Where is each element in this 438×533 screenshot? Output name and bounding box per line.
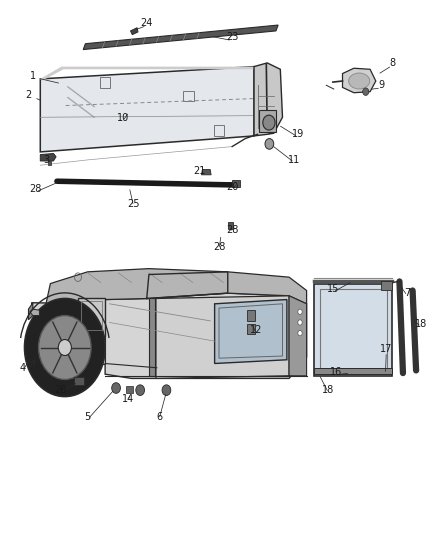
Ellipse shape [349, 73, 370, 89]
Text: 24: 24 [141, 19, 153, 28]
Text: 2: 2 [25, 90, 32, 100]
Circle shape [298, 309, 302, 314]
Text: 19: 19 [292, 130, 304, 139]
Circle shape [39, 316, 91, 379]
Polygon shape [314, 284, 392, 376]
Circle shape [298, 320, 302, 325]
Text: 18: 18 [322, 385, 335, 395]
Text: 12: 12 [250, 326, 262, 335]
Text: 4: 4 [20, 363, 26, 373]
Text: 28: 28 [226, 225, 238, 235]
Text: 28: 28 [30, 184, 42, 194]
Text: 8: 8 [389, 58, 395, 68]
Circle shape [112, 383, 120, 393]
Polygon shape [40, 154, 56, 161]
Bar [259, 110, 276, 132]
Text: 17: 17 [380, 344, 392, 354]
Text: 26: 26 [54, 385, 67, 395]
Polygon shape [289, 296, 307, 376]
Bar [247, 324, 255, 334]
Circle shape [298, 330, 302, 336]
Bar [381, 281, 392, 290]
Polygon shape [48, 161, 51, 165]
Circle shape [265, 139, 274, 149]
Text: 9: 9 [378, 80, 384, 90]
Polygon shape [149, 298, 155, 376]
Bar [183, 91, 194, 101]
Text: 18: 18 [415, 319, 427, 329]
Polygon shape [254, 63, 283, 136]
Polygon shape [314, 368, 392, 374]
Circle shape [25, 298, 105, 397]
Text: 15: 15 [327, 285, 339, 294]
Text: 20: 20 [226, 182, 238, 191]
Text: 16: 16 [330, 367, 343, 377]
Polygon shape [32, 293, 307, 378]
Text: 7: 7 [404, 288, 410, 298]
Bar [74, 377, 84, 385]
Polygon shape [228, 222, 233, 229]
Circle shape [162, 385, 171, 395]
Polygon shape [40, 67, 254, 152]
Polygon shape [215, 300, 287, 364]
Polygon shape [201, 169, 211, 175]
Text: 14: 14 [122, 394, 134, 403]
Circle shape [58, 340, 71, 356]
Polygon shape [232, 180, 240, 187]
Polygon shape [46, 269, 307, 304]
Circle shape [363, 88, 369, 95]
Polygon shape [78, 298, 105, 336]
Text: 1: 1 [30, 71, 36, 80]
Polygon shape [78, 336, 105, 364]
Circle shape [136, 385, 145, 395]
Text: 3: 3 [43, 155, 49, 165]
Polygon shape [131, 28, 138, 35]
Text: 28: 28 [213, 242, 225, 252]
Text: 10: 10 [117, 114, 129, 123]
Bar [100, 77, 110, 88]
Polygon shape [156, 296, 289, 378]
Text: 23: 23 [226, 33, 238, 42]
Circle shape [263, 115, 275, 130]
Polygon shape [40, 67, 254, 81]
Text: 5: 5 [85, 412, 91, 422]
Bar [247, 310, 255, 321]
Polygon shape [83, 25, 278, 50]
Text: 11: 11 [288, 155, 300, 165]
Bar [214, 125, 224, 136]
Polygon shape [28, 303, 33, 320]
Polygon shape [30, 309, 39, 316]
Text: 25: 25 [127, 199, 140, 208]
Text: 6: 6 [156, 412, 162, 422]
Text: 21: 21 [194, 166, 206, 175]
Bar [126, 386, 133, 393]
Polygon shape [343, 68, 376, 93]
